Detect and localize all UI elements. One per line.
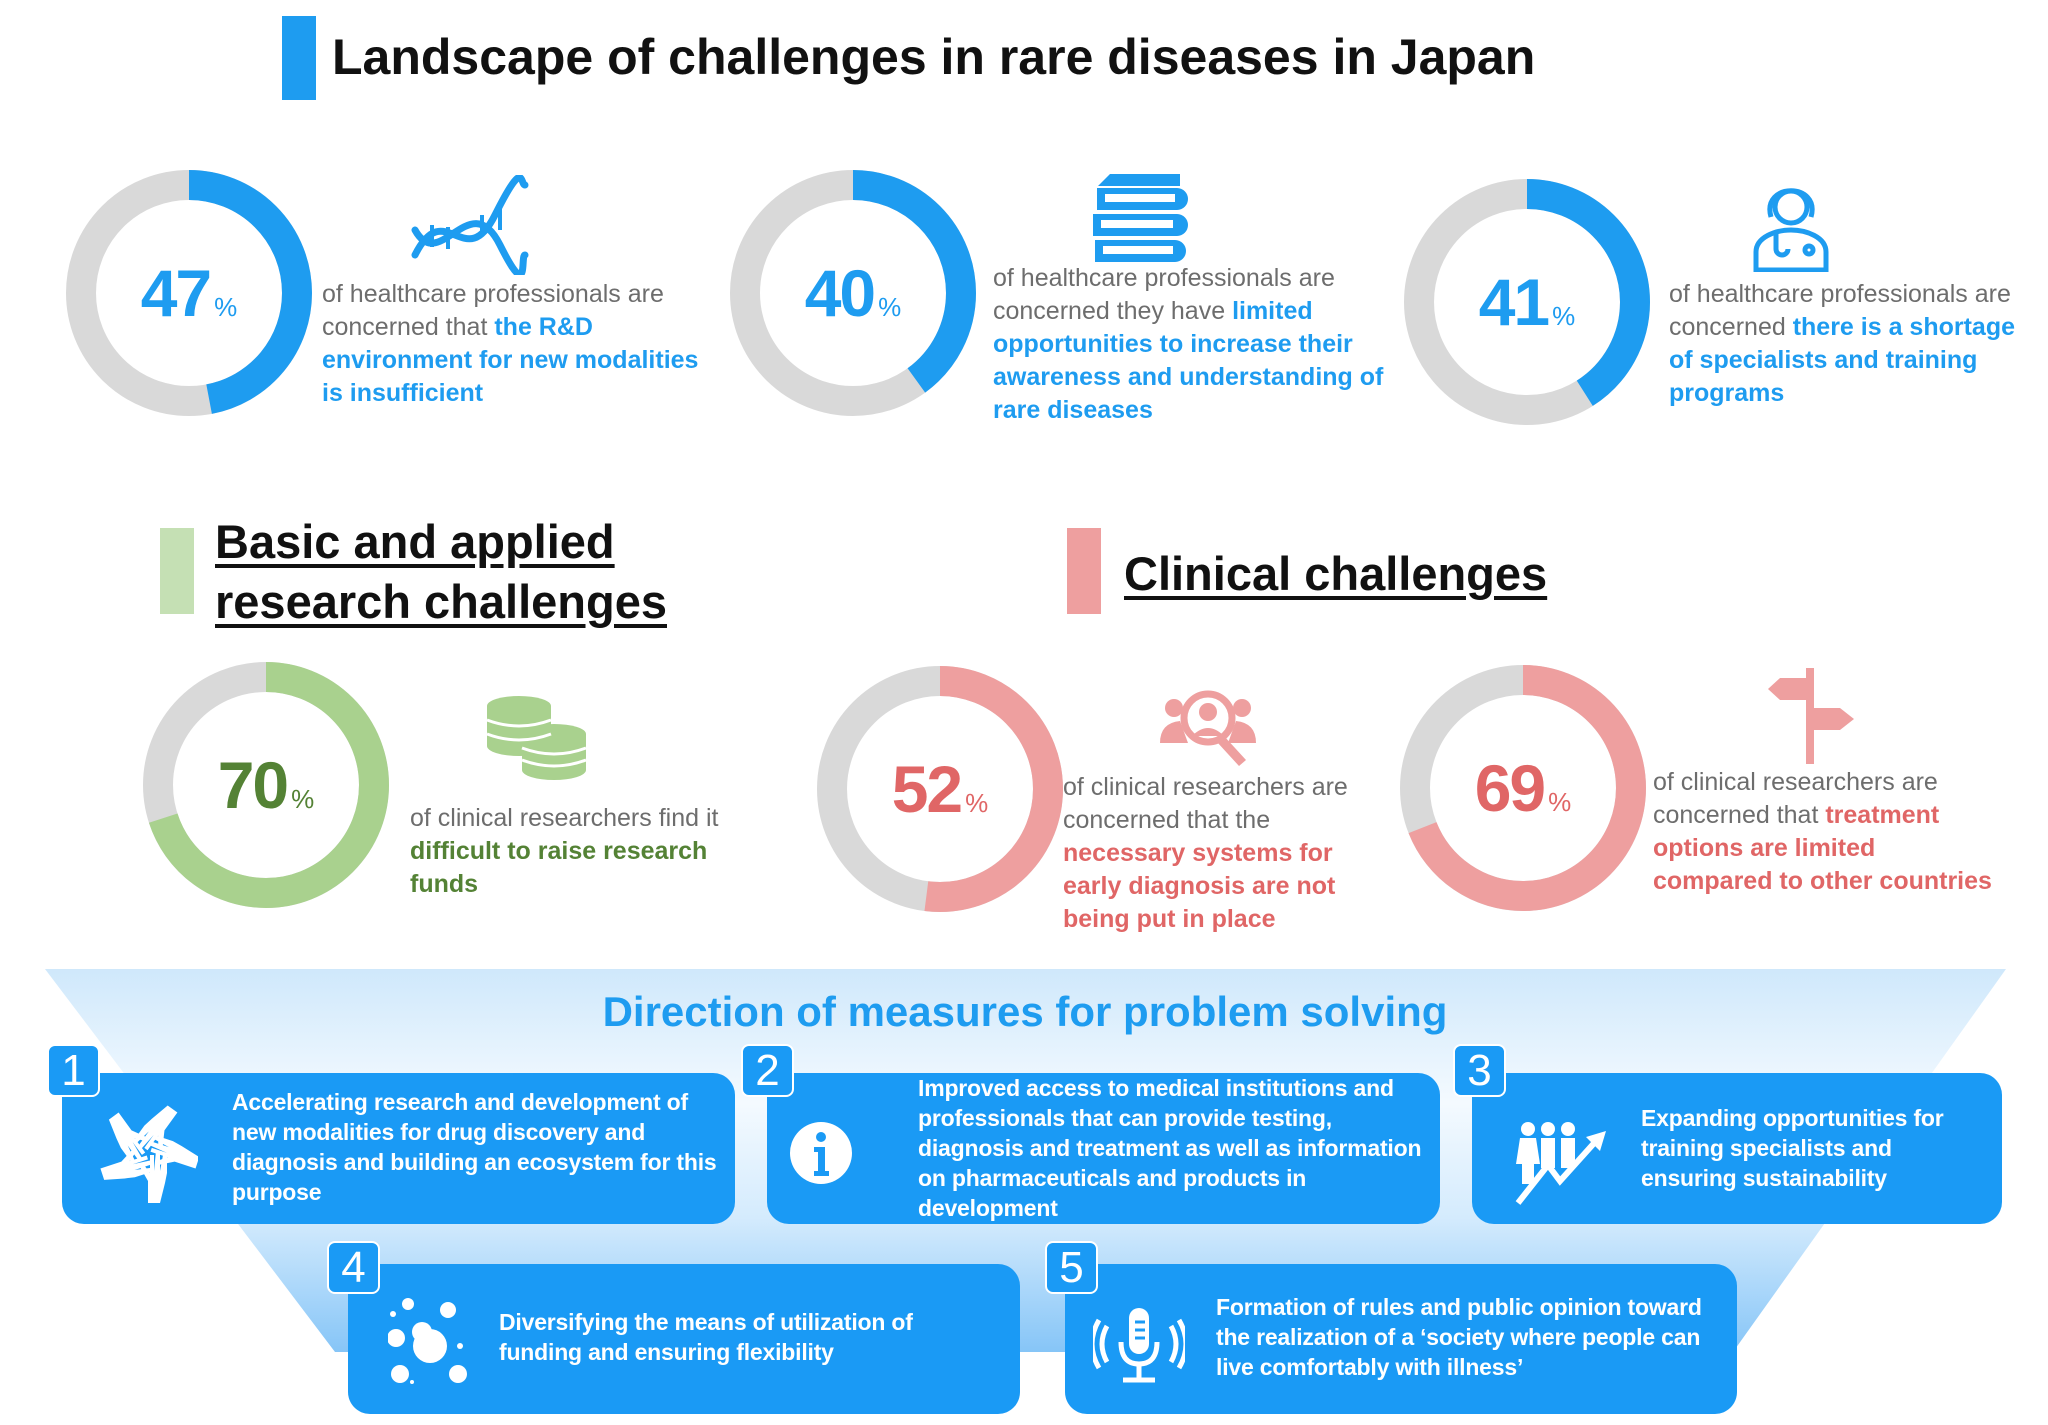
donut-arc — [1400, 665, 1646, 911]
stat-value: 52 — [891, 752, 963, 826]
signpost-icon — [1768, 668, 1854, 764]
measure-text: Diversifying the means of utilization of… — [499, 1309, 913, 1365]
percent-sign: % — [965, 787, 989, 818]
measure-card-1: Accelerating research and development of… — [62, 1073, 735, 1224]
donut-arc — [1404, 179, 1650, 425]
clinical-heading: Clinical challenges — [1124, 547, 1548, 600]
stat-description: of healthcare professionals are concerne… — [993, 264, 1384, 424]
measures-title: Direction of measures for problem solvin… — [602, 988, 1448, 1035]
stat-description: of clinical researchers are concerned th… — [1063, 773, 1348, 933]
people-search-icon — [1160, 690, 1256, 766]
donut-arc — [730, 170, 976, 416]
percent-sign: % — [1552, 300, 1576, 331]
measure-text: Accelerating research and development of… — [232, 1089, 717, 1205]
measure-text: Expanding opportunities for training spe… — [1641, 1105, 1944, 1191]
measure-number-5: 5 — [1045, 1241, 1098, 1294]
donut-chart-70: 70% — [141, 660, 391, 910]
stat-value: 41 — [1478, 265, 1550, 339]
donut-arc — [143, 662, 389, 908]
clinical-accent-bar — [1067, 528, 1101, 614]
percent-sign: % — [878, 291, 902, 322]
percent-sign: % — [1548, 786, 1572, 817]
title-accent-bar — [282, 16, 316, 100]
donut-arc — [817, 666, 1063, 912]
dna-icon — [411, 175, 529, 275]
research-heading: Basic and applied research challenges — [215, 515, 667, 628]
stat-description: of healthcare professionals are concerne… — [1669, 280, 2016, 407]
info-icon — [790, 1122, 852, 1184]
percent-sign: % — [214, 291, 238, 322]
coins-icon — [486, 696, 587, 780]
stat-value: 47 — [140, 256, 212, 330]
doctor-icon — [1753, 188, 1829, 272]
measure-number-3: 3 — [1453, 1044, 1506, 1097]
measure-card-2: Improved access to medical institutions … — [767, 1073, 1440, 1224]
donut-arc — [66, 170, 312, 416]
percent-sign: % — [291, 783, 315, 814]
people-growth-icon — [1515, 1122, 1606, 1205]
stat-value: 40 — [804, 256, 876, 330]
donut-chart-41: 41% — [1402, 177, 1652, 427]
research-accent-bar — [160, 528, 194, 614]
donut-chart-47: 47% — [64, 168, 314, 418]
measure-number-1: 1 — [47, 1044, 100, 1097]
measure-card-5: Formation of rules and public opinion to… — [1065, 1264, 1737, 1414]
measure-text: Formation of rules and public opinion to… — [1216, 1294, 1702, 1380]
stat-value: 70 — [217, 748, 289, 822]
measure-text: Improved access to medical institutions … — [918, 1075, 1422, 1221]
hands-icon — [98, 1103, 198, 1203]
donut-chart-69: 69% — [1398, 663, 1648, 913]
donut-chart-52: 52% — [815, 664, 1065, 914]
measure-card-3: Expanding opportunities for training spe… — [1472, 1073, 2002, 1224]
measure-number-2: 2 — [741, 1044, 794, 1097]
donut-chart-40: 40% — [728, 168, 978, 418]
stat-description: of healthcare professionals are concerne… — [322, 280, 699, 407]
microphone-icon — [1093, 1308, 1185, 1383]
page-title: Landscape of challenges in rare diseases… — [332, 29, 1536, 85]
stat-description: of clinical researchers are concerned th… — [1653, 768, 1992, 895]
measure-number-4: 4 — [327, 1241, 380, 1294]
measure-card-4: Diversifying the means of utilization of… — [348, 1264, 1020, 1414]
stat-value: 69 — [1474, 751, 1546, 825]
books-icon — [1093, 174, 1188, 262]
bubbles-icon — [388, 1298, 467, 1384]
stat-description: of clinical researchers find it difficul… — [410, 804, 719, 898]
